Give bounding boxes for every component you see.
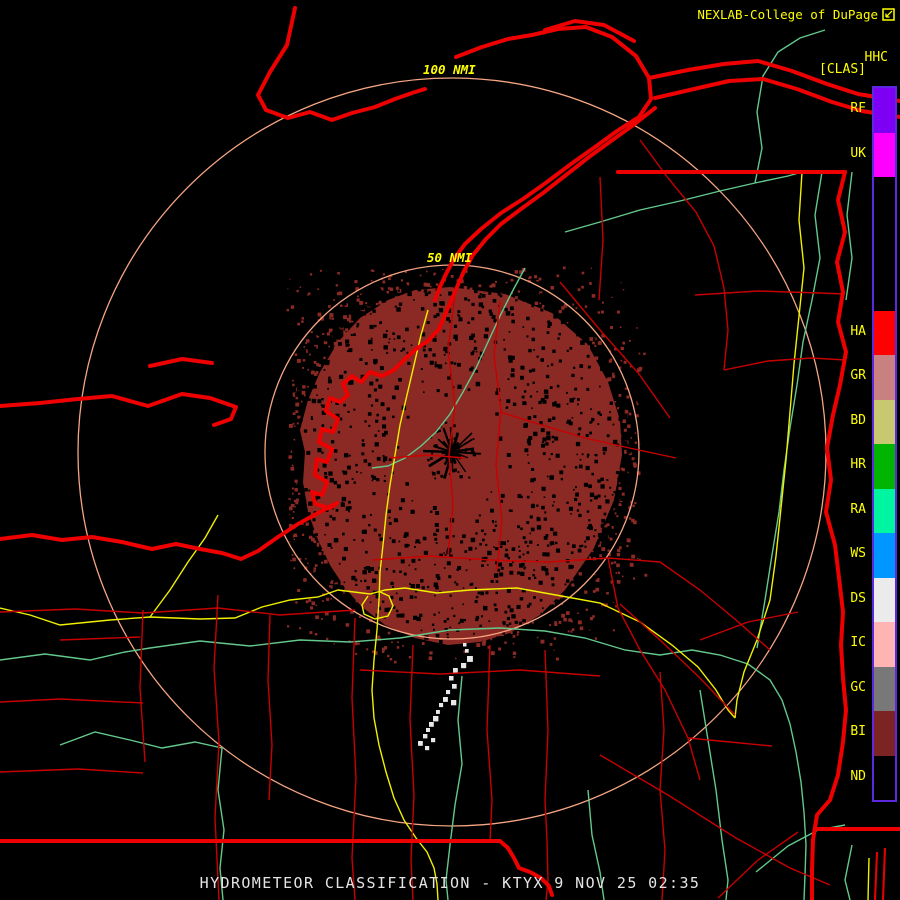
legend-label-ND: ND: [850, 768, 866, 784]
legend-seg-HR: [874, 444, 895, 489]
legend-label-BD: BD: [850, 412, 866, 428]
legend-label-BI: BI: [850, 724, 866, 740]
legend-seg-HA: [874, 310, 895, 355]
brand-bar: NEXLAB-College of DuPage: [697, 7, 895, 22]
legend-seg-RA: [874, 488, 895, 533]
legend-seg-DS: [874, 577, 895, 622]
legend-seg-WS: [874, 533, 895, 578]
legend-seg-BI: [874, 711, 895, 756]
rivers: [0, 29, 853, 900]
legend-label-GC: GC: [850, 679, 866, 695]
ds-echo-streak: [418, 643, 473, 751]
legend-seg-gap: [874, 177, 895, 222]
legend-seg-RF: [874, 88, 895, 133]
legend-seg-UK: [874, 132, 895, 177]
legend-seg-GR: [874, 355, 895, 400]
cod-logo-icon: [882, 8, 895, 21]
roads: [0, 171, 870, 900]
legend-seg-gap: [874, 221, 895, 266]
legend-seg-ND: [874, 755, 895, 800]
legend-label-HR: HR: [850, 457, 866, 473]
legend-color-bar: [872, 86, 897, 802]
range-ring-label-50nmi: 50 NMI: [427, 250, 473, 265]
legend-label-UK: UK: [850, 145, 866, 161]
product-mode-label: [CLAS]: [819, 62, 866, 77]
legend-seg-gap: [874, 266, 895, 311]
range-ring-label-100nmi: 100 NMI: [423, 62, 476, 77]
legend-label-HA: HA: [850, 323, 866, 339]
status-bar-text: HYDROMETEOR CLASSIFICATION - KTYX 9 NOV …: [199, 874, 701, 892]
brand-text: NEXLAB-College of DuPage: [697, 7, 878, 22]
legend-label-RA: RA: [850, 501, 866, 517]
county-borders: [0, 139, 886, 900]
legend-seg-IC: [874, 622, 895, 667]
legend-label-WS: WS: [850, 546, 866, 562]
state-borders-shorelines: [0, 6, 900, 900]
legend-label-IC: IC: [850, 635, 866, 651]
legend-label-DS: DS: [850, 590, 866, 606]
legend-seg-BD: [874, 399, 895, 444]
legend-seg-GC: [874, 666, 895, 711]
product-code-label: HHC: [864, 50, 888, 65]
echo-speckles: [264, 263, 648, 664]
legend-label-GR: GR: [850, 368, 866, 384]
legend-label-RF: RF: [850, 101, 866, 117]
